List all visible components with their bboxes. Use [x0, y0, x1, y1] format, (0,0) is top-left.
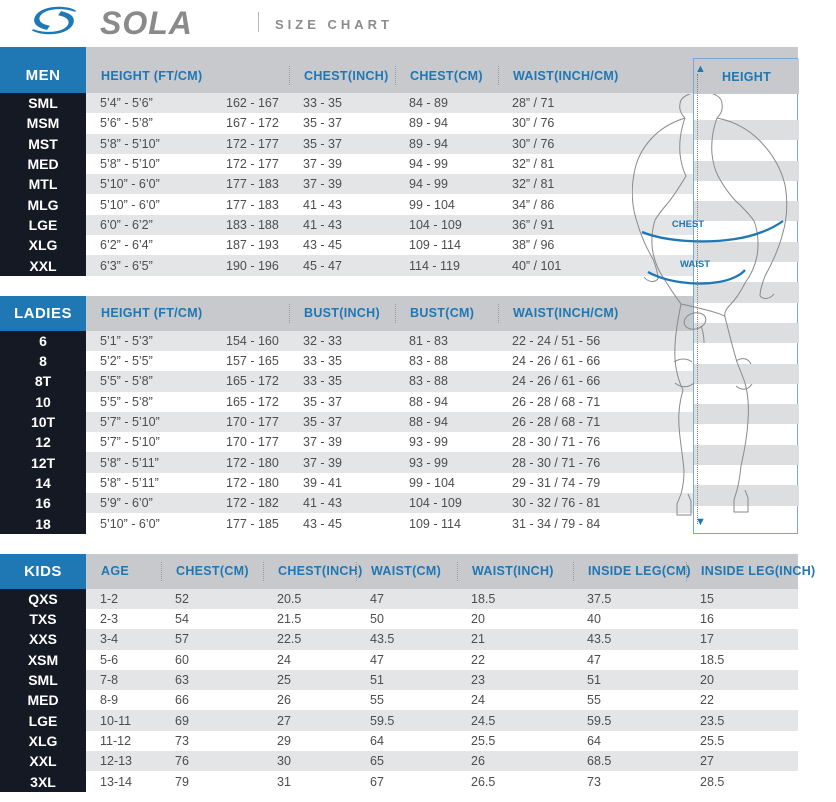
svg-text:CHEST: CHEST — [672, 219, 704, 230]
svg-text:WAIST: WAIST — [680, 259, 710, 270]
